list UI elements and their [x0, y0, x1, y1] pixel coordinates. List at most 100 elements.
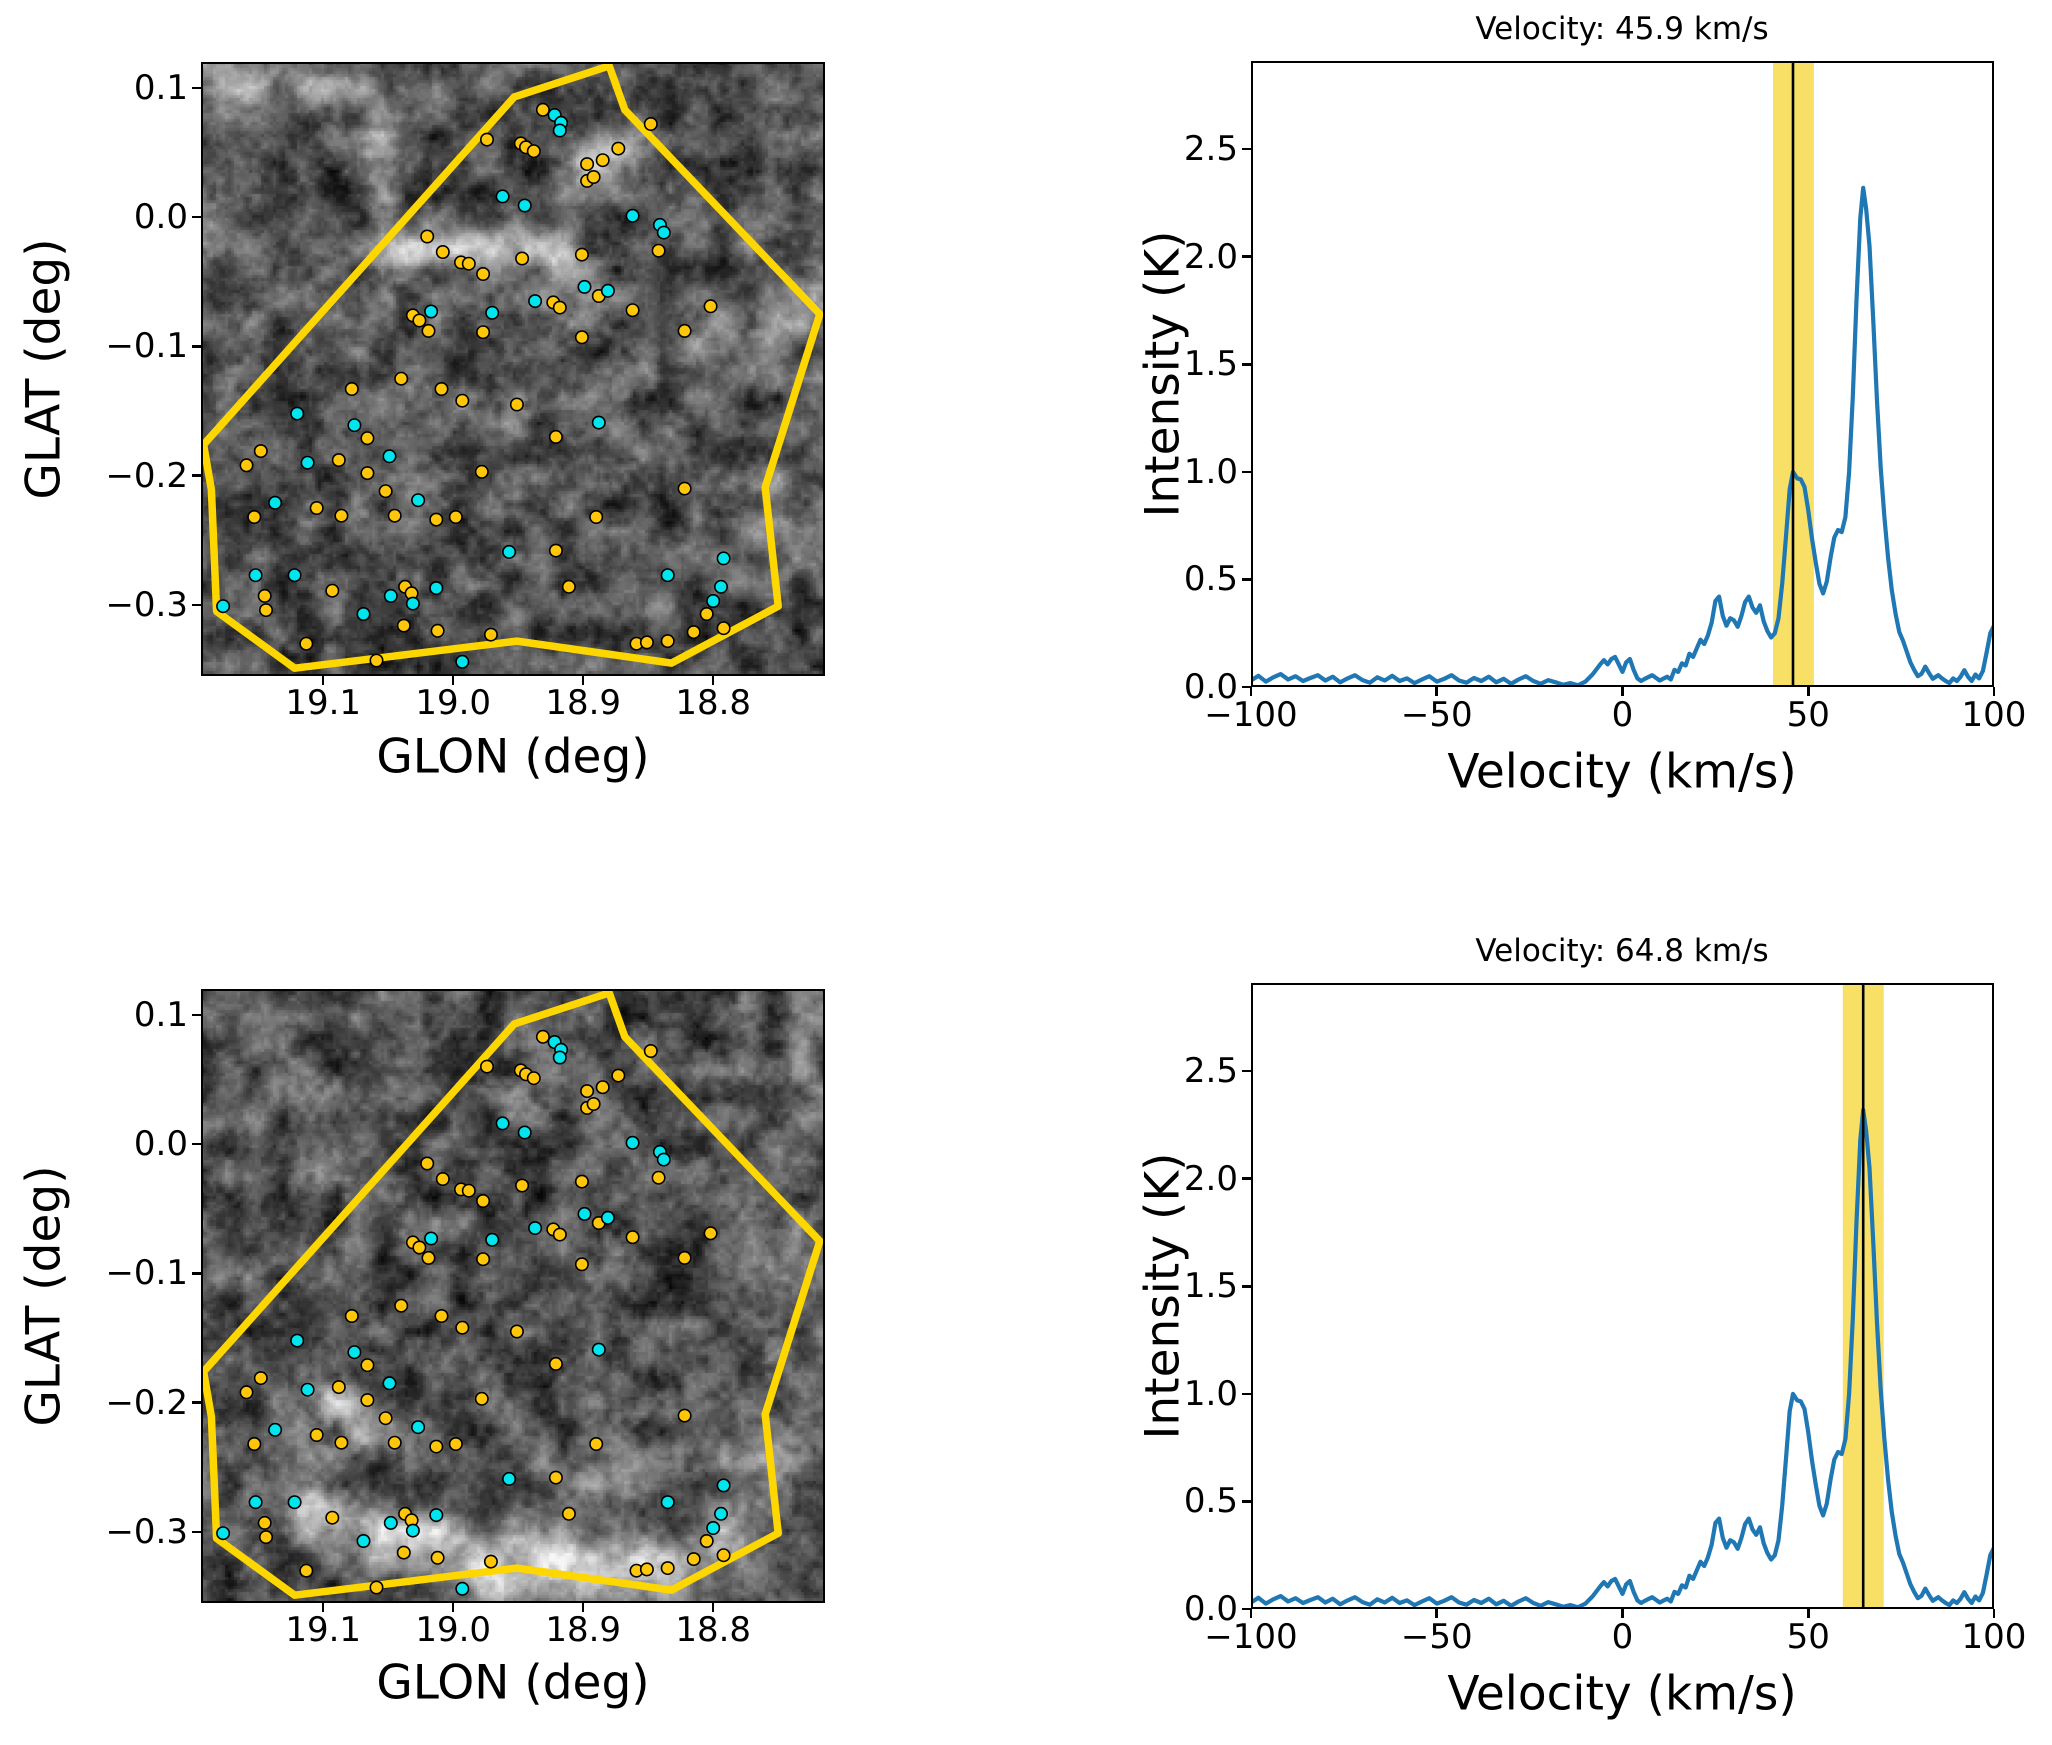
- y-tick: [192, 345, 201, 348]
- source-dot-cyan: [528, 1221, 543, 1236]
- source-dot-cyan: [552, 123, 567, 138]
- source-dot-cyan: [287, 568, 302, 583]
- source-dot-yellow: [548, 1356, 563, 1371]
- source-dot-yellow: [253, 444, 268, 459]
- source-dot-cyan: [716, 1478, 731, 1493]
- y-tick-label: 0.0: [133, 1124, 188, 1165]
- source-dot-yellow: [412, 313, 427, 328]
- y-tick: [192, 1401, 201, 1404]
- x-tick: [1621, 687, 1624, 696]
- source-dot-yellow: [434, 381, 449, 396]
- y-tick: [192, 1272, 201, 1275]
- source-dot-yellow: [574, 330, 589, 345]
- source-dot-cyan: [356, 1533, 371, 1548]
- source-dot-cyan: [383, 1515, 398, 1530]
- source-dot-yellow: [461, 1183, 476, 1198]
- x-tick: [1249, 687, 1253, 696]
- y-tick-label: 0.0: [1183, 667, 1238, 707]
- source-dot-yellow: [595, 153, 610, 168]
- source-dot-cyan: [347, 1345, 362, 1360]
- source-dot-yellow: [703, 1226, 718, 1241]
- source-dot-cyan: [706, 593, 721, 608]
- x-tick-label: 50: [1786, 1617, 1830, 1657]
- region-polygon: [201, 989, 824, 1599]
- source-dot-yellow: [420, 229, 435, 244]
- source-dot-yellow: [699, 1533, 714, 1548]
- source-dot-yellow: [515, 251, 530, 266]
- glat-axis-label-bottom: GLAT (deg): [16, 1165, 72, 1427]
- source-dot-cyan: [248, 568, 263, 583]
- x-tick: [581, 676, 585, 685]
- source-dot-yellow: [421, 1250, 436, 1265]
- source-dot-cyan: [591, 415, 606, 430]
- source-dot-yellow: [586, 170, 601, 185]
- source-dot-yellow: [716, 1548, 731, 1563]
- source-dot-yellow: [247, 509, 262, 524]
- y-tick: [1242, 470, 1251, 474]
- source-dot-cyan: [405, 1523, 420, 1538]
- source-dot-yellow: [455, 393, 470, 408]
- source-dot-cyan: [517, 1125, 532, 1140]
- source-dot-cyan: [405, 596, 420, 611]
- source-dot-cyan: [495, 189, 510, 204]
- y-tick: [192, 215, 201, 219]
- x-tick: [451, 676, 455, 685]
- y-tick: [192, 1013, 201, 1017]
- source-dot-yellow: [509, 1324, 524, 1339]
- source-dot-yellow: [526, 144, 541, 159]
- x-tick-label: 19.1: [285, 683, 362, 723]
- source-dot-yellow: [625, 1230, 640, 1245]
- source-dot-yellow: [247, 1436, 262, 1451]
- source-dot-yellow: [396, 1545, 411, 1560]
- y-tick-label: −0.1: [105, 326, 188, 367]
- x-tick: [711, 676, 715, 685]
- source-dot-yellow: [396, 618, 411, 633]
- source-dot-cyan: [485, 305, 500, 320]
- source-dot-yellow: [369, 1580, 384, 1595]
- glon-axis-label-top: GLON (deg): [376, 729, 650, 785]
- x-tick: [451, 1603, 455, 1612]
- source-dot-yellow: [716, 621, 731, 636]
- y-tick-label: 0.0: [1183, 1589, 1238, 1629]
- spectrum-plot: [1251, 61, 1994, 687]
- source-dot-yellow: [686, 1552, 701, 1567]
- x-tick-label: 0: [1611, 695, 1634, 735]
- source-dot-yellow: [299, 636, 314, 651]
- source-dot-yellow: [331, 1380, 346, 1395]
- velocity-axis-label-top: Velocity (km/s): [1447, 744, 1797, 800]
- source-dot-yellow: [387, 508, 402, 523]
- source-dot-yellow: [325, 583, 340, 598]
- source-dot-yellow: [552, 300, 567, 315]
- source-dot-yellow: [360, 431, 375, 446]
- source-dot-yellow: [258, 603, 273, 618]
- spectrum-line: [1251, 1107, 1994, 1609]
- source-dot-yellow: [394, 1298, 409, 1313]
- source-dot-yellow: [589, 1436, 604, 1451]
- source-dot-cyan: [287, 1495, 302, 1510]
- x-tick-label: 18.8: [675, 683, 752, 723]
- x-tick: [1621, 1609, 1624, 1618]
- source-dot-yellow: [660, 634, 675, 649]
- source-dot-yellow: [509, 397, 524, 412]
- x-tick-label: 19.0: [415, 683, 492, 723]
- source-dot-cyan: [552, 1050, 567, 1065]
- source-dot-cyan: [290, 1333, 305, 1348]
- y-tick: [192, 1142, 201, 1146]
- source-dot-cyan: [625, 1135, 640, 1150]
- x-tick: [321, 676, 325, 685]
- x-tick-label: −100: [1204, 695, 1298, 735]
- source-dot-yellow: [331, 453, 346, 468]
- source-dot-yellow: [448, 509, 463, 524]
- source-dot-yellow: [677, 1250, 692, 1265]
- y-tick: [1242, 1500, 1251, 1503]
- source-dot-yellow: [309, 1427, 324, 1442]
- source-dot-yellow: [369, 653, 384, 668]
- source-dot-cyan: [216, 599, 231, 614]
- source-dot-yellow: [699, 606, 714, 621]
- source-dot-yellow: [325, 1510, 340, 1525]
- source-dot-yellow: [677, 1408, 692, 1423]
- y-tick: [192, 603, 201, 607]
- source-dot-cyan: [455, 654, 470, 669]
- source-dot-yellow: [479, 132, 494, 147]
- source-dot-yellow: [535, 102, 550, 117]
